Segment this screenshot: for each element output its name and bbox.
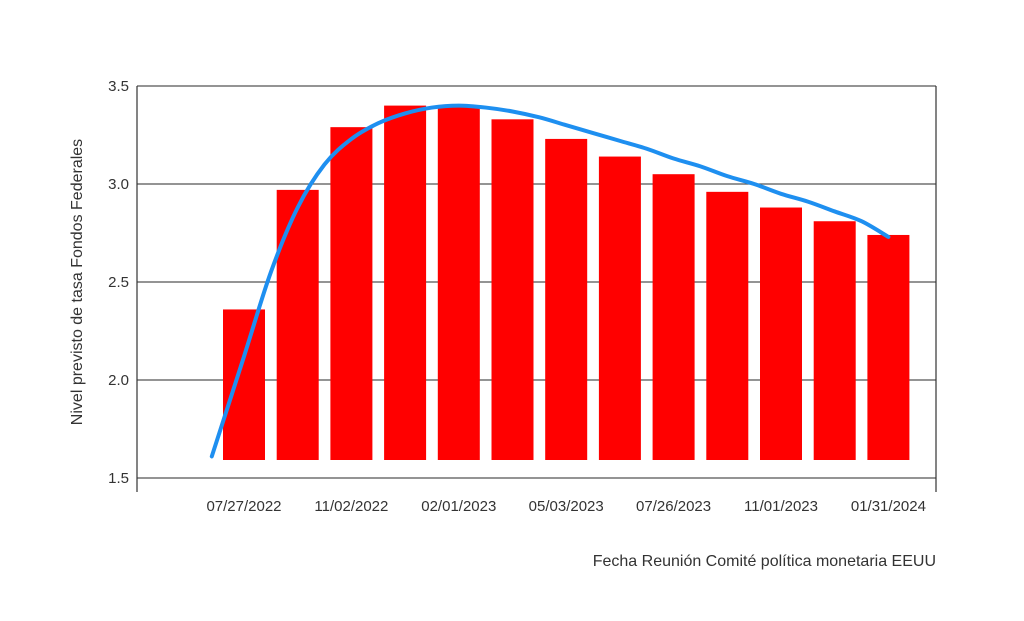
y-tick-label: 3.0: [108, 176, 129, 193]
bar: [545, 138, 588, 461]
bar: [330, 127, 373, 460]
bar: [813, 221, 856, 460]
y-tick-label: 3.5: [108, 78, 129, 95]
y-tick-labels: 1.5 2.0 2.5 3.0 3.5: [108, 78, 129, 487]
x-tick-label: 11/01/2023: [744, 498, 818, 515]
x-tick-label: 11/02/2022: [314, 498, 388, 515]
x-tick-label: 07/27/2022: [206, 498, 281, 515]
trend-line-group: [209, 103, 891, 459]
bar: [437, 105, 480, 460]
y-tick-label: 1.5: [108, 470, 129, 487]
grid-lines: [137, 85, 936, 479]
axes: [136, 86, 937, 492]
bar: [760, 207, 802, 460]
x-tick-labels: 07/27/2022 11/02/2022 02/01/2023 05/03/2023…: [206, 498, 925, 515]
bar: [598, 156, 641, 460]
x-axis-title: Fecha Reunión Comité política monetaria …: [593, 553, 936, 570]
x-tick-label: 02/01/2023: [421, 498, 496, 515]
trend-line: [209, 103, 891, 459]
x-tick-label: 05/03/2023: [529, 498, 604, 515]
bar: [652, 174, 695, 460]
bars: [223, 105, 910, 461]
bar: [706, 191, 749, 460]
bar: [276, 189, 319, 460]
x-tick-label: 07/26/2023: [636, 498, 711, 515]
y-axis-title: Nivel previsto de tasa Fondos Federales: [69, 139, 86, 425]
bar: [491, 119, 534, 460]
bar: [384, 105, 427, 460]
bar: [867, 234, 910, 460]
x-tick-label: 01/31/2024: [851, 498, 926, 515]
bar: [223, 309, 265, 460]
y-tick-label: 2.5: [108, 274, 129, 291]
y-tick-label: 2.0: [108, 372, 129, 389]
